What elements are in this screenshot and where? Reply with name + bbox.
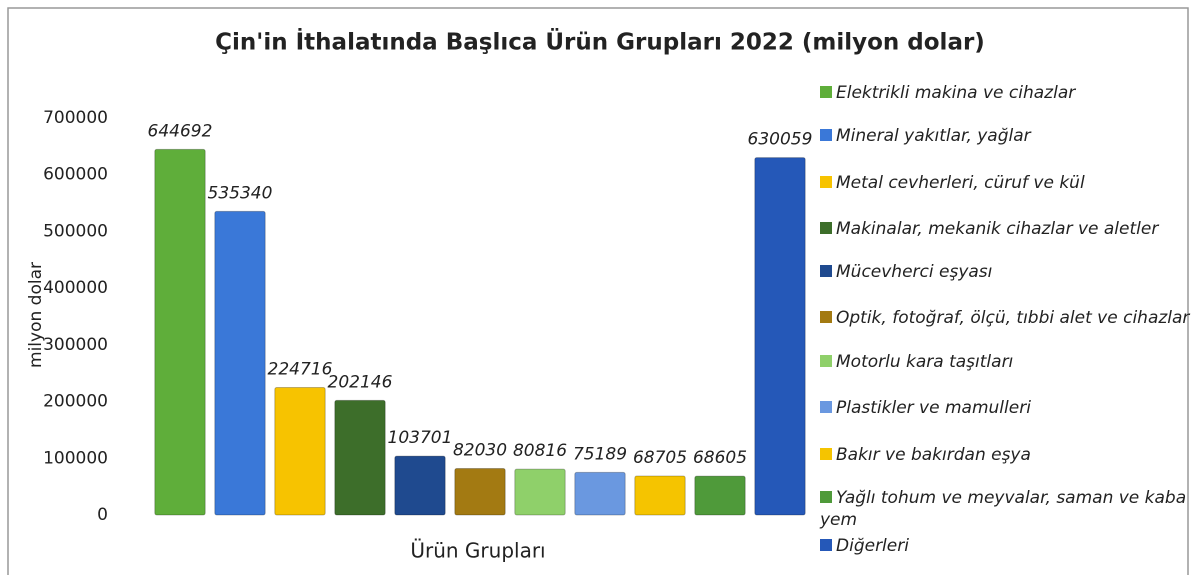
legend-item: Diğerleri <box>820 535 1190 557</box>
bar <box>454 467 506 516</box>
legend-item: Makinalar, mekanik cihazlar ve aletler <box>820 218 1190 240</box>
legend-swatch <box>820 86 832 98</box>
data-label: 82030 <box>453 440 507 460</box>
x-axis-label: Ürün Grupları <box>410 539 545 563</box>
data-label: 103701 <box>388 428 453 448</box>
y-tick-label: 700000 <box>43 108 108 128</box>
legend-label: Diğerleri <box>836 536 909 556</box>
bar <box>694 475 746 516</box>
y-tick-label: 0 <box>97 505 108 525</box>
legend-swatch <box>820 176 832 188</box>
y-tick-label: 300000 <box>43 335 108 355</box>
legend-swatch <box>820 311 832 323</box>
frame <box>7 7 1189 575</box>
bar <box>154 148 206 516</box>
legend-label: Plastikler ve mamulleri <box>836 398 1031 418</box>
y-tick-label: 100000 <box>43 448 108 468</box>
y-tick-label: 400000 <box>43 278 108 298</box>
legend-item: Elektrikli makina ve cihazlar <box>820 82 1190 104</box>
data-label: 68605 <box>693 448 747 468</box>
bar <box>394 455 446 516</box>
legend-item: Optik, fotoğraf, ölçü, tıbbi alet ve cih… <box>820 307 1190 329</box>
legend-item: Metal cevherleri, cüruf ve kül <box>820 172 1190 194</box>
y-tick-label: 600000 <box>43 165 108 185</box>
legend-label: Mineral yakıtlar, yağlar <box>836 126 1031 146</box>
data-label: 535340 <box>208 183 273 203</box>
legend-item: Motorlu kara taşıtları <box>820 351 1190 373</box>
legend-label: Elektrikli makina ve cihazlar <box>836 83 1076 103</box>
data-label: 80816 <box>513 441 567 461</box>
legend-item: Plastikler ve mamulleri <box>820 397 1190 419</box>
legend-label: Optik, fotoğraf, ölçü, tıbbi alet ve cih… <box>836 308 1190 328</box>
data-label: 75189 <box>573 444 627 464</box>
legend-label: Makinalar, mekanik cihazlar ve aletler <box>836 219 1159 239</box>
legend-label: Mücevherci eşyası <box>836 262 993 282</box>
bar <box>274 387 326 516</box>
y-tick-label: 200000 <box>43 392 108 412</box>
legend-swatch <box>820 129 832 141</box>
data-label: 644692 <box>148 121 213 141</box>
legend-swatch <box>820 355 832 367</box>
legend-item: Mineral yakıtlar, yağlar <box>820 125 1190 147</box>
legend-item: Mücevherci eşyası <box>820 261 1190 283</box>
y-tick-label: 500000 <box>43 221 108 241</box>
legend-item: Yağlı tohum ve meyvalar, saman ve kaba y… <box>820 487 1190 531</box>
chart-title: Çin'in İthalatında Başlıca Ürün Grupları… <box>215 28 985 56</box>
bar <box>334 399 386 516</box>
data-label: 224716 <box>268 360 333 380</box>
legend-swatch <box>820 491 832 503</box>
y-axis-label: milyon dolar <box>26 262 46 368</box>
bar <box>514 468 566 516</box>
legend-label: Motorlu kara taşıtları <box>836 352 1014 372</box>
legend-swatch <box>820 401 832 413</box>
data-label: 630059 <box>748 130 813 150</box>
legend-swatch <box>820 265 832 277</box>
legend-swatch <box>820 448 832 460</box>
legend-swatch <box>820 539 832 551</box>
legend-label: Yağlı tohum ve meyvalar, saman ve kaba y… <box>820 488 1187 530</box>
data-label: 68705 <box>633 448 687 468</box>
legend-swatch <box>820 222 832 234</box>
bar <box>214 210 266 516</box>
legend-label: Bakır ve bakırdan eşya <box>836 445 1031 465</box>
legend-item: Bakır ve bakırdan eşya <box>820 444 1190 466</box>
bar <box>754 157 806 516</box>
bar <box>634 475 686 516</box>
data-label: 202146 <box>328 372 393 392</box>
bar <box>574 471 626 516</box>
legend-label: Metal cevherleri, cüruf ve kül <box>836 173 1085 193</box>
